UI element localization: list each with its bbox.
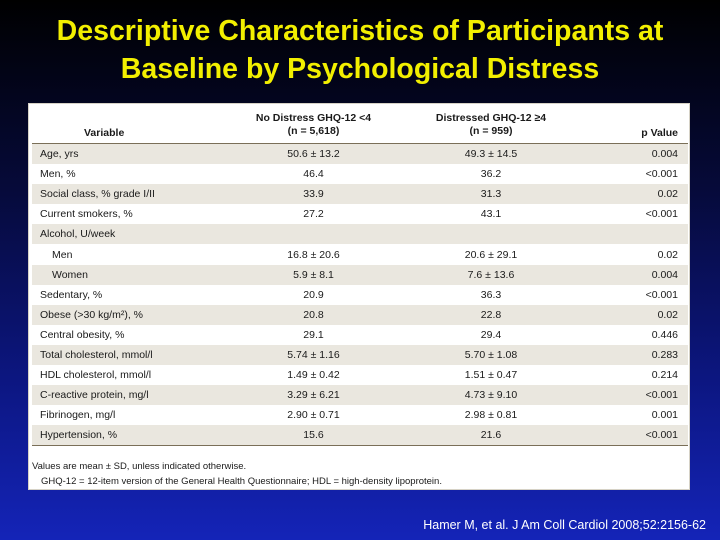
- header-no-distress-n: (n = 5,618): [287, 125, 340, 137]
- row-label: Men, %: [40, 168, 76, 181]
- header-p-value: p Value: [577, 107, 688, 144]
- table-row: Alcohol, U/week: [32, 224, 688, 245]
- no-distress-value: 3.29 ± 6.21: [222, 385, 405, 406]
- p-value: <0.001: [577, 425, 688, 447]
- table-row: Sedentary, % 20.9 36.3 <0.001: [32, 285, 688, 305]
- distressed-value: 31.3: [405, 184, 577, 205]
- table-row: Age, yrs 50.6 ± 13.2 49.3 ± 14.5 0.004: [32, 143, 688, 165]
- header-distressed-label: Distressed GHQ-12 ≥4: [435, 112, 547, 124]
- row-label: Obese (>30 kg/m²), %: [32, 304, 222, 325]
- table-row: Current smokers, % 27.2 43.1 <0.001: [32, 204, 688, 224]
- row-label: Men: [52, 248, 73, 261]
- footnote-abbreviations: GHQ-12 = 12-item version of the General …: [41, 476, 442, 487]
- no-distress-value: 5.9 ± 8.1: [222, 264, 405, 285]
- table-row: Obese (>30 kg/m²), % 20.8 22.8 0.02: [32, 304, 688, 325]
- table-row: Fibrinogen, mg/l 2.90 ± 0.71 2.98 ± 0.81…: [32, 405, 688, 425]
- no-distress-value: 29.1: [303, 328, 324, 341]
- no-distress-value: 15.6: [222, 425, 405, 447]
- footnote-values: Values are mean ± SD, unless indicated o…: [32, 461, 247, 472]
- no-distress-value: [222, 224, 405, 245]
- header-no-distress: No Distress GHQ-12 <4 (n = 5,618): [222, 107, 405, 144]
- no-distress-value: 2.90 ± 0.71: [287, 409, 340, 422]
- slide-title: Descriptive Characteristics of Participa…: [0, 12, 720, 88]
- p-value: 0.004: [577, 264, 688, 285]
- distressed-value: 2.98 ± 0.81: [464, 409, 518, 422]
- no-distress-value: 5.74 ± 1.16: [222, 344, 405, 366]
- distressed-value: 1.51 ± 0.47: [464, 369, 518, 382]
- p-value: 0.02: [657, 248, 678, 261]
- p-value: <0.001: [645, 208, 678, 221]
- distressed-value: 36.2: [480, 168, 502, 181]
- table-row: Total cholesterol, mmol/l 5.74 ± 1.16 5.…: [32, 344, 688, 366]
- slide-title-line1: Descriptive Characteristics of Participa…: [56, 15, 664, 47]
- p-value: 0.446: [651, 328, 678, 341]
- citation: Hamer M, et al. J Am Coll Cardiol 2008;5…: [423, 518, 706, 532]
- distressed-value: 20.6 ± 29.1: [464, 248, 518, 261]
- table-row: Men 16.8 ± 20.6 20.6 ± 29.1 0.02: [32, 244, 688, 264]
- row-label: Total cholesterol, mmol/l: [32, 344, 222, 366]
- distressed-value: 43.1: [480, 208, 502, 221]
- p-value: 0.001: [651, 409, 678, 422]
- characteristics-table: Variable No Distress GHQ-12 <4 (n = 5,61…: [32, 107, 688, 447]
- row-label: C-reactive protein, mg/l: [32, 385, 222, 406]
- no-distress-value: 1.49 ± 0.42: [287, 369, 340, 382]
- distressed-value: [405, 224, 577, 245]
- table-panel: Variable No Distress GHQ-12 <4 (n = 5,61…: [28, 103, 690, 490]
- distressed-value: 7.6 ± 13.6: [405, 264, 577, 285]
- row-label: Fibrinogen, mg/l: [40, 409, 116, 422]
- row-label: Central obesity, %: [40, 328, 125, 341]
- header-variable: Variable: [32, 107, 222, 144]
- table-row: Social class, % grade I/II 33.9 31.3 0.0…: [32, 184, 688, 205]
- distressed-value: 4.73 ± 9.10: [405, 385, 577, 406]
- row-label: Alcohol, U/week: [32, 224, 222, 245]
- no-distress-value: 50.6 ± 13.2: [222, 143, 405, 165]
- p-value: [577, 224, 688, 245]
- no-distress-value: 16.8 ± 20.6: [287, 248, 340, 261]
- table-row: Women 5.9 ± 8.1 7.6 ± 13.6 0.004: [32, 264, 688, 285]
- p-value: 0.004: [577, 143, 688, 165]
- no-distress-value: 33.9: [222, 184, 405, 205]
- table-row: HDL cholesterol, mmol/l 1.49 ± 0.42 1.51…: [32, 365, 688, 385]
- p-value: <0.001: [645, 288, 678, 301]
- distressed-value: 5.70 ± 1.08: [405, 344, 577, 366]
- row-label: Sedentary, %: [40, 288, 103, 301]
- no-distress-value: 46.4: [303, 168, 324, 181]
- header-distressed: Distressed GHQ-12 ≥4 (n = 959): [405, 107, 577, 144]
- p-value: 0.283: [577, 344, 688, 366]
- table-header-row: Variable No Distress GHQ-12 <4 (n = 5,61…: [32, 107, 688, 144]
- row-label: Hypertension, %: [32, 425, 222, 447]
- distressed-value: 21.6: [405, 425, 577, 447]
- row-label: Social class, % grade I/II: [32, 184, 222, 205]
- header-distressed-n: (n = 959): [469, 125, 513, 137]
- row-label: Women: [32, 264, 222, 285]
- table-row: Men, % 46.4 36.2 <0.001: [32, 164, 688, 184]
- row-label: Current smokers, %: [40, 208, 133, 221]
- distressed-value: 29.4: [480, 328, 502, 341]
- p-value: 0.02: [577, 304, 688, 325]
- slide-title-line2: Baseline by Psychological Distress: [120, 53, 600, 85]
- p-value: 0.02: [577, 184, 688, 205]
- row-label: Age, yrs: [32, 143, 222, 165]
- no-distress-value: 20.9: [303, 288, 324, 301]
- row-label: HDL cholesterol, mmol/l: [40, 369, 152, 382]
- distressed-value: 22.8: [405, 304, 577, 325]
- distressed-value: 36.3: [480, 288, 502, 301]
- table-row: Central obesity, % 29.1 29.4 0.446: [32, 325, 688, 345]
- distressed-value: 49.3 ± 14.5: [405, 143, 577, 165]
- no-distress-value: 20.8: [222, 304, 405, 325]
- p-value: 0.214: [651, 369, 678, 382]
- table-row: C-reactive protein, mg/l 3.29 ± 6.21 4.7…: [32, 385, 688, 406]
- p-value: <0.001: [645, 168, 678, 181]
- no-distress-value: 27.2: [303, 208, 324, 221]
- table-row: Hypertension, % 15.6 21.6 <0.001: [32, 425, 688, 447]
- p-value: <0.001: [577, 385, 688, 406]
- header-no-distress-label: No Distress GHQ-12 <4: [255, 112, 372, 124]
